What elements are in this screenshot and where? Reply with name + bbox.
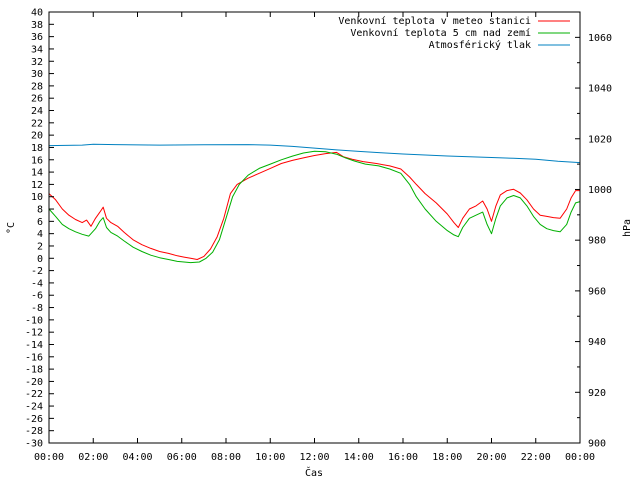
- x-tick-label: 14:00: [344, 452, 374, 463]
- y-left-tick-label: 26: [31, 94, 43, 105]
- y-left-tick-label: 0: [37, 254, 43, 265]
- y-left-tick-label: -22: [25, 389, 43, 400]
- y-left-tick-label: 24: [31, 106, 43, 117]
- y-axis-left-label: °C: [6, 222, 17, 234]
- y-left-tick-label: 12: [31, 180, 43, 191]
- y-left-tick-label: -24: [25, 402, 43, 413]
- x-tick-label: 16:00: [388, 452, 418, 463]
- y-left-tick-label: 8: [37, 205, 43, 216]
- y-left-tick-label: -4: [31, 278, 43, 289]
- x-tick-label: 18:00: [432, 452, 462, 463]
- y-left-tick-label: -2: [31, 266, 43, 277]
- y-left-tick-label: 34: [31, 44, 43, 55]
- y-right-tick-label: 980: [588, 236, 606, 247]
- legend-label-outdoor-temp: Venkovní teplota v meteo stanici: [338, 15, 531, 27]
- legend-label-pressure: Atmosférický tlak: [429, 39, 531, 51]
- y-right-tick-label: 1060: [588, 33, 612, 44]
- y-left-tick-label: 16: [31, 155, 43, 166]
- x-tick-label: 06:00: [167, 452, 197, 463]
- y-left-tick-label: 40: [31, 8, 43, 19]
- series-line-1: [48, 150, 581, 264]
- y-left-tick-label: 18: [31, 143, 43, 154]
- series-line-2: [48, 143, 581, 164]
- y-left-tick-label: -8: [31, 303, 43, 314]
- x-tick-label: 00:00: [34, 452, 64, 463]
- ticks-layer: 00:00 02:00 04:00 06:00 08:00 10:00 12:00 14:00…: [25, 8, 612, 464]
- y-left-tick-label: -20: [25, 377, 43, 388]
- y-left-tick-label: -6: [31, 291, 43, 302]
- legend-label-ground-temp: Venkovní teplota 5 cm nad zemí: [350, 27, 531, 39]
- y-right-tick-label: 920: [588, 388, 606, 399]
- y-left-tick-label: 4: [37, 229, 43, 240]
- y-left-tick-label: 20: [31, 131, 43, 142]
- legend: Venkovní teplota v meteo stanici Venkovn…: [338, 15, 570, 51]
- y-left-tick-label: 6: [37, 217, 43, 228]
- x-tick-label: 20:00: [476, 452, 506, 463]
- y-right-tick-label: 1000: [588, 185, 612, 196]
- y-left-tick-label: 28: [31, 81, 43, 92]
- y-left-tick-label: 2: [37, 241, 43, 252]
- y-right-tick-label: 1020: [588, 134, 612, 145]
- x-tick-label: 10:00: [255, 452, 285, 463]
- x-tick-label: 02:00: [78, 452, 108, 463]
- x-tick-label: 04:00: [122, 452, 152, 463]
- x-tick-label: 12:00: [299, 452, 329, 463]
- y-right-tick-label: 1040: [588, 84, 612, 95]
- y-left-tick-label: -18: [25, 365, 43, 376]
- series-layer: [48, 143, 581, 264]
- y-left-tick-label: -14: [25, 340, 43, 351]
- y-left-tick-label: -12: [25, 328, 43, 339]
- y-right-tick-label: 900: [588, 439, 606, 450]
- x-tick-label: 08:00: [211, 452, 241, 463]
- y-left-tick-label: 38: [31, 20, 43, 31]
- y-left-tick-label: -30: [25, 439, 43, 450]
- y-left-tick-label: -28: [25, 426, 43, 437]
- y-left-tick-label: 32: [31, 57, 43, 68]
- x-tick-label: 22:00: [521, 452, 551, 463]
- y-left-tick-label: 36: [31, 32, 43, 43]
- y-left-tick-label: 14: [31, 168, 43, 179]
- series-line-0: [48, 151, 580, 260]
- y-left-tick-label: -10: [25, 315, 43, 326]
- y-left-tick-label: -26: [25, 414, 43, 425]
- x-axis-label: Čas: [305, 466, 323, 479]
- y-axis-right-label: hPa: [622, 219, 633, 237]
- y-left-tick-label: -16: [25, 352, 43, 363]
- y-left-tick-label: 10: [31, 192, 43, 203]
- y-left-tick-label: 22: [31, 118, 43, 129]
- y-right-tick-label: 940: [588, 337, 606, 348]
- y-right-tick-label: 960: [588, 286, 606, 297]
- y-left-tick-label: 30: [31, 69, 43, 80]
- x-tick-label: 00:00: [565, 452, 595, 463]
